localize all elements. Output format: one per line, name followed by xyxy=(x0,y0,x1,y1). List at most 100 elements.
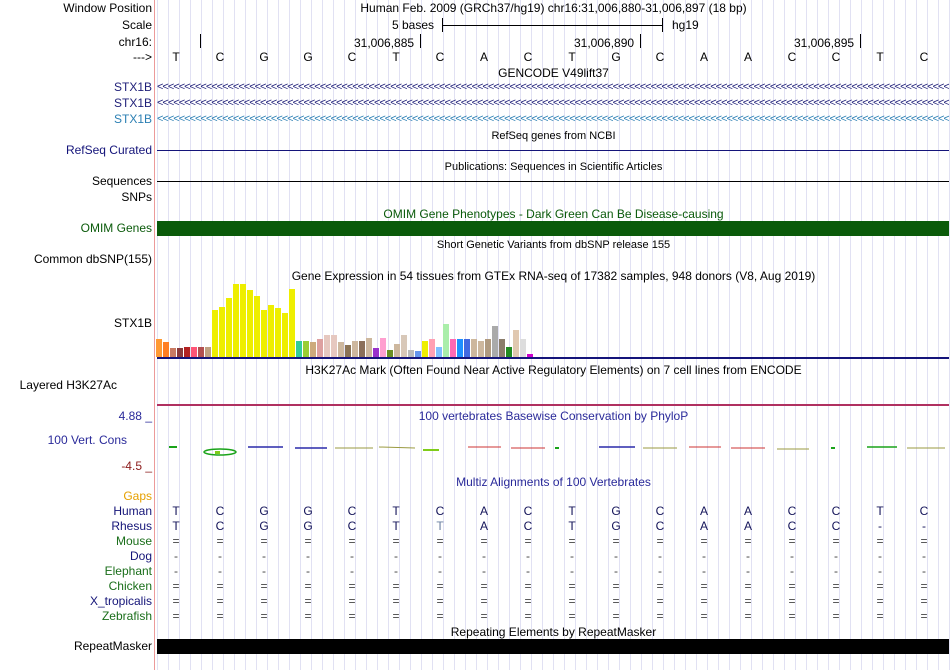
gtex-tissue-bar[interactable] xyxy=(422,341,428,357)
gtex-tissue-bar[interactable] xyxy=(450,339,456,357)
alignment-base: G xyxy=(303,519,313,533)
chrom-label: chr16: xyxy=(118,35,152,49)
species-label[interactable]: Rhesus xyxy=(111,519,152,533)
dbsnp-label[interactable]: Common dbSNP(155) xyxy=(33,252,152,266)
gtex-tissue-bar[interactable] xyxy=(443,324,449,357)
alignment-base: = xyxy=(348,594,356,608)
gtex-tissue-bar[interactable] xyxy=(527,354,533,357)
gaps-label[interactable]: Gaps xyxy=(123,489,152,503)
gene-strand-stx1b[interactable]: <<<<<<<<<<<<<<<<<<<<<<<<<<<<<<<<<<<<<<<<… xyxy=(157,80,949,95)
species-label[interactable]: Elephant xyxy=(104,564,152,578)
alignment-base: T xyxy=(876,504,884,518)
gtex-tissue-bar[interactable] xyxy=(303,341,309,357)
gtex-bar-chart[interactable] xyxy=(155,283,555,357)
omim-label[interactable]: OMIM Genes xyxy=(80,221,152,235)
gtex-tissue-bar[interactable] xyxy=(331,335,337,357)
grid-line xyxy=(410,0,411,670)
gtex-tissue-bar[interactable] xyxy=(520,339,526,357)
gtex-tissue-bar[interactable] xyxy=(317,339,323,357)
gtex-tissue-bar[interactable] xyxy=(177,348,183,357)
gtex-tissue-bar[interactable] xyxy=(324,335,330,357)
gtex-tissue-bar[interactable] xyxy=(296,341,302,357)
gtex-tissue-bar[interactable] xyxy=(254,296,260,357)
gtex-tissue-bar[interactable] xyxy=(275,308,281,357)
species-label[interactable]: Human xyxy=(113,504,152,518)
gtex-tissue-bar[interactable] xyxy=(436,347,442,357)
gtex-tissue-bar[interactable] xyxy=(506,347,512,357)
assembly-label: hg19 xyxy=(672,18,699,32)
gtex-tissue-bar[interactable] xyxy=(485,339,491,357)
gtex-tissue-bar[interactable] xyxy=(184,347,190,357)
gtex-tissue-bar[interactable] xyxy=(471,339,477,357)
gene-strand-stx1b[interactable]: <<<<<<<<<<<<<<<<<<<<<<<<<<<<<<<<<<<<<<<<… xyxy=(157,96,949,111)
gtex-tissue-bar[interactable] xyxy=(352,341,358,357)
gtex-tissue-bar[interactable] xyxy=(233,284,239,357)
repeatmasker-feature[interactable] xyxy=(157,639,949,654)
gtex-tissue-bar[interactable] xyxy=(205,347,211,357)
gtex-tissue-bar[interactable] xyxy=(499,339,505,357)
gtex-tissue-bar[interactable] xyxy=(345,345,351,357)
gtex-tissue-bar[interactable] xyxy=(457,339,463,357)
gtex-tissue-bar[interactable] xyxy=(464,339,470,357)
gtex-tissue-bar[interactable] xyxy=(338,342,344,357)
gtex-tissue-bar[interactable] xyxy=(408,350,414,357)
gtex-tissue-bar[interactable] xyxy=(492,326,498,357)
gene-label-stx1b[interactable]: STX1B xyxy=(113,80,152,94)
grid-line xyxy=(454,0,455,670)
gtex-tissue-bar[interactable] xyxy=(226,298,232,357)
gene-strand-stx1b[interactable]: <<<<<<<<<<<<<<<<<<<<<<<<<<<<<<<<<<<<<<<<… xyxy=(157,112,949,127)
gtex-label[interactable]: STX1B xyxy=(113,316,152,330)
refseq-label[interactable]: RefSeq Curated xyxy=(65,143,152,157)
gtex-tissue-bar[interactable] xyxy=(366,338,372,357)
alignment-base: - xyxy=(174,549,178,563)
h3k27ac-signal[interactable] xyxy=(157,404,949,406)
gtex-tissue-bar[interactable] xyxy=(380,338,386,357)
alignment-base: = xyxy=(216,534,224,548)
h3k27ac-label[interactable]: Layered H3K27Ac xyxy=(19,378,117,392)
alignment-base: = xyxy=(744,579,752,593)
omim-feature[interactable] xyxy=(157,221,949,236)
gtex-tissue-bar[interactable] xyxy=(240,284,246,357)
gtex-tissue-bar[interactable] xyxy=(401,335,407,357)
gtex-tissue-bar[interactable] xyxy=(219,307,225,357)
snps-label[interactable]: SNPs xyxy=(121,190,152,204)
publications-feature[interactable] xyxy=(157,181,949,182)
gtex-tissue-bar[interactable] xyxy=(513,330,519,357)
cons-label[interactable]: 100 Vert. Cons xyxy=(47,433,127,447)
gtex-tissue-bar[interactable] xyxy=(373,348,379,357)
publications-label[interactable]: Sequences xyxy=(91,174,152,188)
gtex-tissue-bar[interactable] xyxy=(261,310,267,357)
gtex-tissue-bar[interactable] xyxy=(394,344,400,357)
gtex-tissue-bar[interactable] xyxy=(415,351,421,357)
species-label[interactable]: Chicken xyxy=(108,579,152,593)
refseq-feature[interactable] xyxy=(157,150,949,151)
gtex-tissue-bar[interactable] xyxy=(289,289,295,357)
alignment-base: = xyxy=(568,534,576,548)
gtex-tissue-bar[interactable] xyxy=(359,341,365,357)
gtex-tissue-bar[interactable] xyxy=(212,310,218,357)
gtex-tissue-bar[interactable] xyxy=(247,290,253,357)
gtex-tissue-bar[interactable] xyxy=(156,339,162,357)
gene-label-stx1b[interactable]: STX1B xyxy=(113,96,152,110)
gtex-tissue-bar[interactable] xyxy=(478,341,484,357)
repeatmasker-label[interactable]: RepeatMasker xyxy=(73,639,152,653)
gtex-tissue-bar[interactable] xyxy=(191,347,197,357)
multiz-track-title: Multiz Alignments of 100 Vertebrates xyxy=(456,475,651,489)
gtex-tissue-bar[interactable] xyxy=(282,313,288,357)
species-label[interactable]: Mouse xyxy=(115,534,152,548)
gtex-tissue-bar[interactable] xyxy=(268,305,274,357)
gtex-tissue-bar[interactable] xyxy=(198,347,204,357)
gene-label-stx1b[interactable]: STX1B xyxy=(113,112,152,126)
alignment-base: - xyxy=(262,549,266,563)
species-label[interactable]: Dog xyxy=(129,549,152,563)
species-label[interactable]: X_tropicalis xyxy=(89,594,152,608)
gtex-tissue-bar[interactable] xyxy=(387,350,393,357)
gtex-tissue-bar[interactable] xyxy=(310,342,316,357)
species-label[interactable]: Zebrafish xyxy=(101,609,152,623)
gtex-tissue-bar[interactable] xyxy=(163,342,169,357)
gtex-tissue-bar[interactable] xyxy=(170,348,176,357)
alignment-base: - xyxy=(306,564,310,578)
cons-plot[interactable] xyxy=(155,438,950,462)
gtex-tissue-bar[interactable] xyxy=(429,339,435,357)
